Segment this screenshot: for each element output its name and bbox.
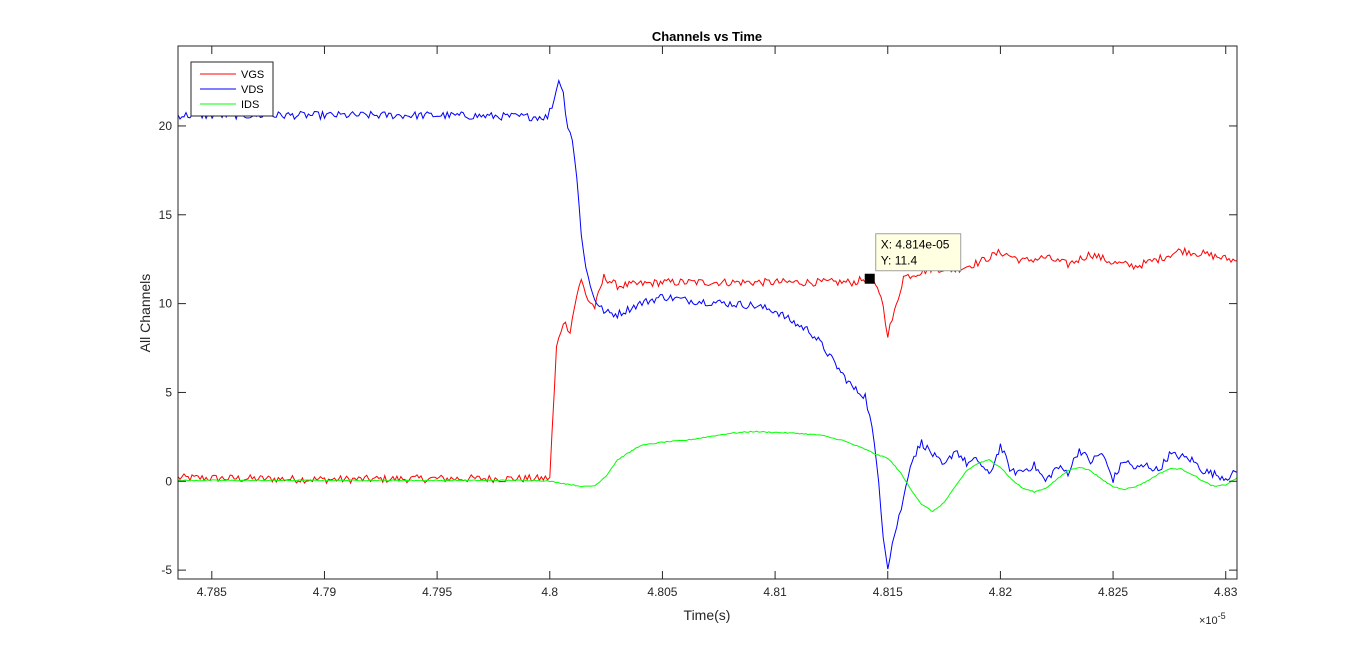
legend[interactable]: VGS VDS IDS xyxy=(190,61,274,117)
y-tick-label: 5 xyxy=(165,385,172,399)
x-tick-label: 4.81 xyxy=(763,585,787,599)
plot-frame xyxy=(177,45,1238,580)
y-axis-ticks: -5 0 5 10 15 20 xyxy=(159,119,1237,577)
x-tick-label: 4.79 xyxy=(313,585,337,599)
y-tick-label: 10 xyxy=(159,297,173,311)
x-axis-label: Time(s) xyxy=(684,607,731,623)
chart-title: Channels vs Time xyxy=(652,29,762,44)
legend-label-ids: IDS xyxy=(241,99,259,111)
y-tick-label: 15 xyxy=(159,208,173,222)
datatip-x-label: X: 4.814e-05 xyxy=(881,238,950,252)
x-exponent-base: ×10 xyxy=(1199,615,1218,627)
series-line-vds xyxy=(178,78,1237,570)
x-tick-label: 4.825 xyxy=(1098,585,1128,599)
x-tick-label: 4.795 xyxy=(422,585,452,599)
x-exponent-label: ×10-5 xyxy=(1199,611,1226,627)
y-axis-label: All Channels xyxy=(137,274,153,353)
y-tick-label: -5 xyxy=(161,563,172,577)
x-axis-ticks: 4.785 4.79 4.795 4.8 4.805 4.81 4.815 4.82 4.825… xyxy=(197,46,1238,599)
datatip-y-label: Y: 11.4 xyxy=(881,254,918,268)
legend-label-vgs: VGS xyxy=(241,69,264,81)
y-tick-label: 0 xyxy=(165,474,172,488)
x-tick-label: 4.805 xyxy=(647,585,677,599)
x-tick-label: 4.785 xyxy=(197,585,227,599)
y-tick-label: 20 xyxy=(159,119,173,133)
x-tick-label: 4.83 xyxy=(1214,585,1238,599)
datatip-box xyxy=(875,233,962,272)
datatip-marker[interactable] xyxy=(864,273,875,284)
x-tick-label: 4.82 xyxy=(989,585,1013,599)
x-exponent-power: -5 xyxy=(1218,611,1226,621)
plot-area xyxy=(177,45,1238,580)
x-tick-label: 4.8 xyxy=(541,585,558,599)
datatip[interactable]: X: 4.814e-05 Y: 11.4 xyxy=(864,233,962,284)
legend-label-vds: VDS xyxy=(241,84,264,96)
series-line-vgs xyxy=(178,246,1237,485)
series-group xyxy=(178,78,1237,570)
series-line-ids xyxy=(178,430,1237,513)
x-tick-label: 4.815 xyxy=(873,585,903,599)
